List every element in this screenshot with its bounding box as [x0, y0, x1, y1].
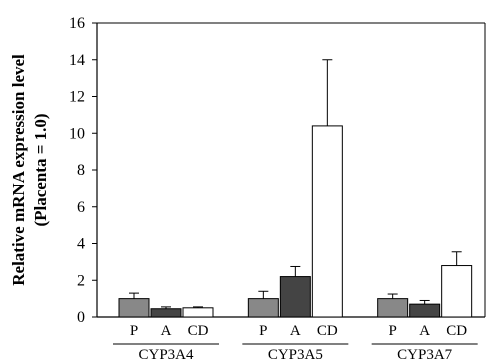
bar — [377, 298, 409, 318]
category-label: CD — [446, 323, 467, 339]
bar — [150, 308, 182, 318]
y-tick-label: 14 — [69, 52, 85, 69]
bar — [182, 307, 214, 318]
y-tick-label: 16 — [69, 15, 85, 32]
category-label: A — [161, 323, 172, 339]
group-label: CYP3A7 — [397, 347, 453, 361]
bar — [441, 265, 473, 318]
category-label: CD — [188, 323, 209, 339]
group-label: CYP3A4 — [138, 347, 194, 361]
bar — [409, 303, 441, 318]
y-axis-label: Relative mRNA expression level — [9, 54, 28, 286]
bar — [279, 276, 311, 318]
y-tick-label: 4 — [77, 236, 85, 253]
y-axis-sublabel: (Placenta = 1.0) — [31, 113, 50, 226]
category-label: A — [419, 323, 430, 339]
y-tick-label: 6 — [77, 199, 85, 216]
category-label: P — [388, 323, 396, 339]
y-tick-label: 0 — [77, 309, 85, 326]
y-tick-label: 10 — [69, 125, 85, 142]
y-tick-label: 8 — [77, 162, 85, 179]
category-label: P — [130, 323, 138, 339]
group-label: CYP3A5 — [268, 347, 323, 361]
y-tick-label: 2 — [77, 272, 85, 289]
category-label: P — [259, 323, 267, 339]
category-label: CD — [317, 323, 338, 339]
bar — [118, 298, 150, 318]
y-tick-label: 12 — [69, 89, 85, 106]
category-label: A — [290, 323, 301, 339]
bar — [311, 125, 343, 318]
bar — [247, 298, 279, 318]
